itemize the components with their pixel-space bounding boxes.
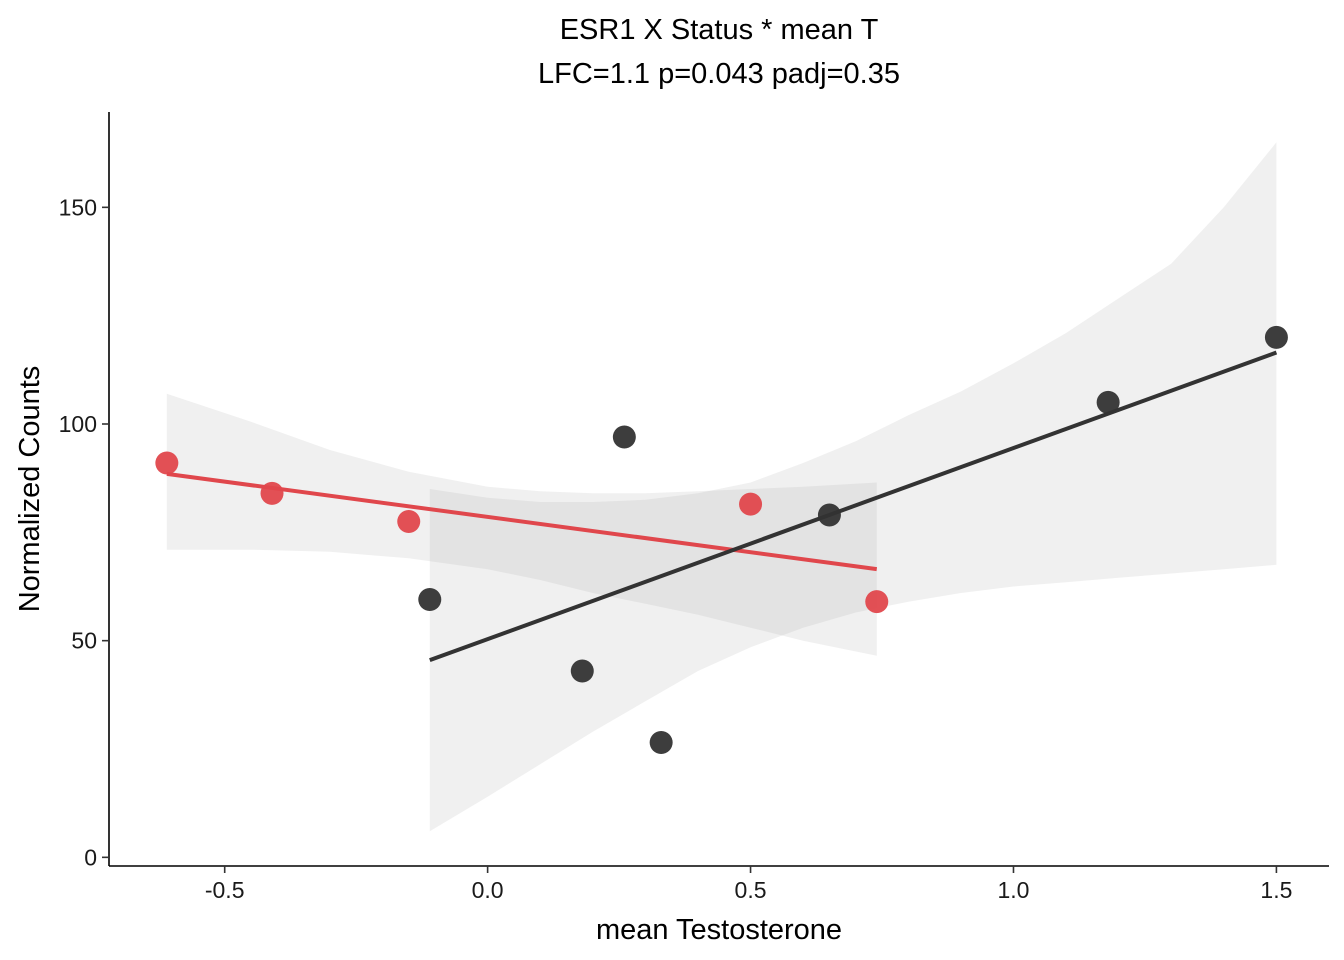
data-point: [418, 588, 442, 611]
x-tick-label: 1.0: [997, 877, 1029, 903]
data-point: [817, 503, 841, 527]
y-axis-ticks: 0 50 100 150: [59, 194, 109, 870]
y-axis-title: Normalized Counts: [14, 366, 46, 613]
data-point: [649, 731, 673, 754]
y-tick-label: 0: [84, 844, 97, 870]
data-point: [260, 481, 284, 505]
chart-title: ESR1 X Status * mean T: [560, 14, 879, 46]
y-tick-label: 50: [71, 628, 97, 654]
chart-subtitle: LFC=1.1 p=0.043 padj=0.35: [538, 58, 900, 90]
fit-line: [166, 471, 878, 572]
data-point: [1264, 325, 1288, 349]
x-axis-ticks: -0.5 0.0 0.5 1.0 1.5: [205, 866, 1292, 903]
confidence-bands: [166, 142, 1277, 832]
x-axis-title: mean Testosterone: [596, 914, 842, 946]
x-tick-label: -0.5: [205, 877, 245, 903]
confidence-band: [166, 393, 877, 656]
x-tick-label: 0.5: [735, 877, 767, 903]
y-tick-label: 100: [59, 411, 97, 437]
data-point: [570, 659, 594, 683]
data-point: [612, 425, 636, 449]
confidence-band: [429, 142, 1277, 832]
data-point: [1096, 390, 1120, 414]
data-point: [155, 451, 179, 475]
fit-line: [429, 350, 1278, 663]
x-tick-label: 0.0: [472, 877, 504, 903]
data-point: [739, 492, 763, 516]
fit-lines: [166, 350, 1278, 663]
data-point: [397, 510, 421, 533]
y-tick-label: 150: [59, 194, 97, 220]
data-point: [865, 590, 889, 614]
x-tick-label: 1.5: [1260, 877, 1292, 903]
data-points: [155, 325, 1288, 754]
